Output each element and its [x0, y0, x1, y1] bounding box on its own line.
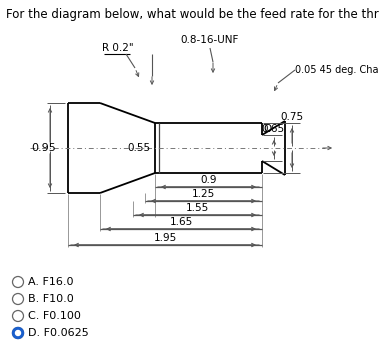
Circle shape [13, 294, 23, 304]
Text: 1.55: 1.55 [186, 203, 209, 213]
Text: 0.65: 0.65 [262, 124, 285, 134]
Text: 1.65: 1.65 [169, 217, 193, 227]
Text: B. F10.0: B. F10.0 [28, 294, 74, 304]
Text: A. F16.0: A. F16.0 [28, 277, 74, 287]
Circle shape [13, 328, 23, 338]
Text: 1.95: 1.95 [153, 233, 177, 243]
Text: O: O [263, 124, 271, 134]
Circle shape [13, 276, 23, 287]
Text: For the diagram below, what would be the feed rate for the threading process?: For the diagram below, what would be the… [6, 8, 379, 21]
Text: R 0.2": R 0.2" [102, 43, 134, 53]
Text: C. F0.100: C. F0.100 [28, 311, 81, 321]
Text: 0.8-16-UNF: 0.8-16-UNF [181, 35, 239, 45]
Circle shape [13, 328, 23, 338]
Circle shape [13, 310, 23, 322]
Text: 0.05 45 deg. Chamfer: 0.05 45 deg. Chamfer [295, 65, 379, 75]
Text: 0.75: 0.75 [280, 112, 304, 122]
Text: 0.95: 0.95 [31, 143, 56, 153]
Text: 0.9: 0.9 [200, 175, 217, 185]
Circle shape [16, 330, 20, 336]
Text: 0.55: 0.55 [128, 143, 151, 153]
Text: 1.25: 1.25 [192, 189, 215, 199]
Text: D. F0.0625: D. F0.0625 [28, 328, 89, 338]
